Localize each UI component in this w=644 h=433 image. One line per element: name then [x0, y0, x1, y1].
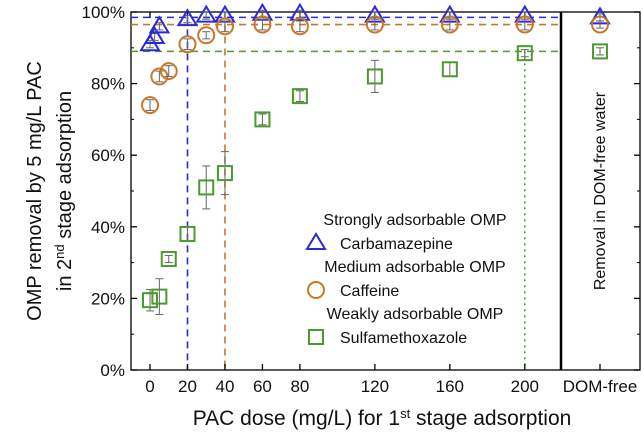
data-point-sulfamethoxazole	[179, 225, 196, 242]
data-point-carbamazepine	[143, 26, 166, 45]
x-tick-label: 80	[290, 377, 309, 396]
y-tick-label: 60%	[91, 146, 125, 165]
data-point-sulfamethoxazole	[441, 61, 458, 78]
data-point-caffeine	[290, 17, 309, 36]
legend-marker	[307, 281, 325, 299]
y-tick-label: 80%	[91, 75, 125, 94]
y-axis-title: OMP removal by 5 mg/L PAC	[24, 61, 46, 321]
data-point-sulfamethoxazole	[291, 88, 308, 105]
domfree-panel-label: Removal in DOM-free water	[592, 91, 609, 290]
data-point-caffeine	[253, 15, 272, 34]
data-marks	[139, 2, 611, 316]
data-point-carbamazepine	[289, 2, 311, 21]
data-point-sulfamethoxazole	[254, 111, 271, 128]
data-point-sulfamethoxazole	[142, 292, 158, 309]
x-tick-label: 20	[178, 377, 197, 396]
data-point-sulfamethoxazole	[216, 165, 233, 182]
legend-series-label: Carbamazepine	[340, 236, 453, 253]
data-point-caffeine	[365, 15, 384, 34]
data-point-caffeine	[215, 17, 234, 36]
data-point-sulfamethoxazole	[516, 45, 533, 62]
x-tick-label: 160	[436, 377, 464, 396]
data-point-caffeine	[440, 15, 459, 34]
data-point-caffeine	[159, 62, 178, 81]
x-tick-label: 40	[215, 377, 234, 396]
x-tick-label: 60	[253, 377, 272, 396]
legend-marker	[308, 329, 324, 345]
legend-group-label: Medium adsorbable OMP	[324, 259, 505, 276]
data-point-carbamazepine	[176, 8, 199, 27]
legend-series-label: Sulfamethoxazole	[340, 330, 467, 347]
data-point-sulfamethoxazole	[151, 288, 168, 305]
data-point-sulfamethoxazole	[160, 251, 177, 268]
data-point-carbamazepine	[148, 15, 171, 34]
x-axis-title: PAC dose (mg/L) for 1st stage adsorption	[193, 406, 572, 431]
data-point-sulfamethoxazole	[592, 43, 608, 60]
data-point-sulfamethoxazole	[366, 68, 383, 85]
x-tick-label: 120	[361, 377, 389, 396]
legend-series-label: Caffeine	[340, 283, 399, 300]
data-point-sulfamethoxazole	[198, 179, 215, 196]
axis-ticks: 0% 20% 40% 60% 80% 100% 0 20 40 60 80 120 160 200 DOM-…	[82, 3, 640, 396]
data-point-caffeine	[591, 15, 609, 34]
x-tick-label-domfree: DOM-free	[563, 377, 638, 396]
legend-group-label: Weakly adsorbable OMP	[327, 306, 504, 323]
legend: Strongly adsorbable OMP Carbamazepine Medi…	[305, 212, 507, 347]
data-point-caffeine	[197, 26, 216, 45]
x-tick-label: 0	[145, 377, 154, 396]
data-point-caffeine	[141, 96, 159, 115]
data-point-caffeine	[178, 35, 197, 54]
y-tick-label: 20%	[91, 289, 125, 308]
y-tick-label: 0%	[100, 361, 125, 380]
y-tick-label: 40%	[91, 218, 125, 237]
y-axis-subtitle: in 2nd stage adsorption	[52, 91, 77, 291]
y-tick-label: 100%	[82, 3, 125, 22]
legend-group-label: Strongly adsorbable OMP	[323, 212, 506, 229]
reference-lines	[131, 16, 561, 370]
legend-marker	[305, 232, 327, 250]
data-point-caffeine	[515, 15, 534, 34]
x-tick-label: 200	[511, 377, 539, 396]
data-point-carbamazepine	[195, 4, 217, 23]
